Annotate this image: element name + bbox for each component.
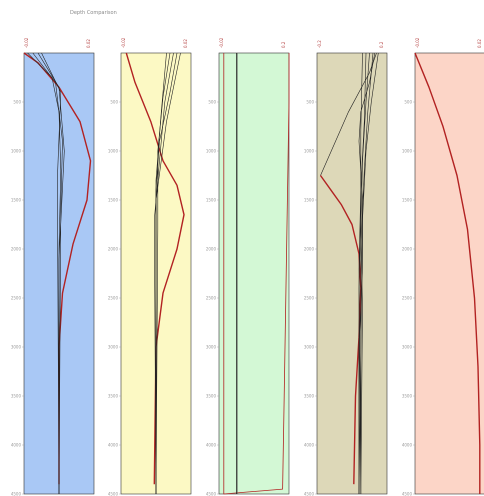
y-tick-label: 3500 (11, 394, 22, 399)
top-tick-label: -0.02 (121, 37, 126, 48)
top-tick-label: -0.2 (317, 40, 322, 48)
y-tick-label: 3500 (206, 394, 217, 399)
y-tick-label: 3000 (11, 345, 22, 350)
panel-1-series-line (32, 52, 63, 495)
panel-2-series-line (125, 52, 185, 485)
panel-1-series-line (23, 52, 92, 485)
y-tick-label: 3500 (304, 394, 315, 399)
y-tick-label: 3000 (402, 345, 413, 350)
y-tick-label: 1500 (304, 198, 315, 203)
top-tick-label: 0.2 (281, 41, 286, 48)
y-tick-label: 500 (110, 100, 118, 105)
y-tick-label: 4000 (11, 443, 22, 448)
panel-1-series-line (41, 52, 62, 495)
y-tick-label: 3000 (206, 345, 217, 350)
y-tick-label: 4000 (108, 443, 119, 448)
y-tick-label: 1000 (108, 149, 119, 154)
panel-5-plot-area (414, 52, 484, 495)
top-tick-label: -0.02 (415, 37, 420, 48)
y-tick-label: 1000 (206, 149, 217, 154)
y-tick-label: 2500 (11, 296, 22, 301)
panel-2-series-line (154, 52, 174, 495)
y-tick-label: 500 (208, 100, 216, 105)
y-tick-label: 4500 (206, 492, 217, 496)
y-tick-label: 4000 (402, 443, 413, 448)
y-tick-label: 2000 (206, 247, 217, 252)
panel-2-series-line (155, 52, 171, 495)
y-tick-label: 4500 (108, 492, 119, 496)
y-tick-label: 4500 (304, 492, 315, 496)
panel-2-series-line (155, 52, 181, 494)
top-tick-label: -0.02 (24, 37, 29, 48)
y-tick-label: 2000 (402, 247, 413, 252)
y-tick-label: 500 (306, 100, 314, 105)
panel-1-series-line (37, 52, 65, 494)
y-tick-label: 500 (404, 100, 412, 105)
y-tick-label: 1000 (402, 149, 413, 154)
y-tick-label: 1500 (402, 198, 413, 203)
top-tick-label: 0.02 (477, 39, 482, 48)
y-tick-label: 2000 (304, 247, 315, 252)
y-tick-label: 2500 (206, 296, 217, 301)
y-tick-label: 3500 (402, 394, 413, 399)
y-tick-label: 500 (13, 100, 21, 105)
y-tick-label: 1500 (11, 198, 22, 203)
y-tick-label: 3500 (108, 394, 119, 399)
y-tick-label: 4000 (304, 443, 315, 448)
top-tick-label: 0.02 (86, 39, 91, 48)
y-tick-label: 4500 (11, 492, 22, 496)
y-tick-label: 2000 (11, 247, 22, 252)
y-tick-label: 4500 (402, 492, 413, 496)
y-tick-label: 1000 (11, 149, 22, 154)
y-tick-label: 2000 (108, 247, 119, 252)
panel-4-plot-area (316, 52, 388, 495)
y-tick-label: 1500 (108, 198, 119, 203)
panel-3-series-line (223, 53, 290, 495)
panel-4-series-line (360, 52, 370, 495)
panel-4-series-line (358, 52, 363, 494)
panel-4-series-line (319, 175, 362, 485)
panel-4-series-line (358, 52, 379, 495)
y-tick-label: 1000 (304, 149, 315, 154)
top-tick-label: -0.02 (219, 37, 224, 48)
y-tick-label: 4000 (206, 443, 217, 448)
y-tick-label: 2500 (402, 296, 413, 301)
y-tick-label: 2500 (304, 296, 315, 301)
panel-3-plot-area (218, 52, 290, 495)
chart-title: Depth Comparison (70, 10, 117, 16)
panel-5-series-line (414, 52, 481, 494)
top-tick-label: 0.2 (379, 41, 384, 48)
y-tick-label: 3000 (108, 345, 119, 350)
y-tick-label: 2500 (108, 296, 119, 301)
top-tick-label: 0.02 (183, 39, 188, 48)
y-tick-label: 1500 (206, 198, 217, 203)
y-tick-label: 3000 (304, 345, 315, 350)
